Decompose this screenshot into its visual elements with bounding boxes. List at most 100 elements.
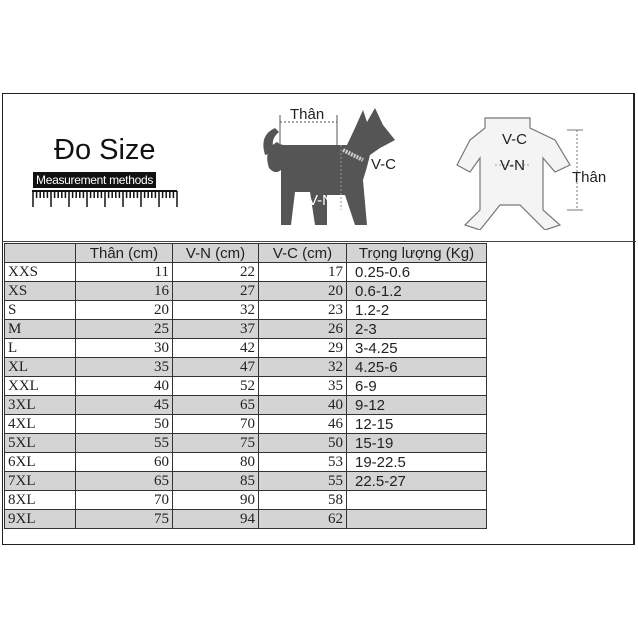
size-cell: XS bbox=[4, 281, 76, 301]
value-cell: 70 bbox=[75, 490, 173, 510]
value-cell: 35 bbox=[258, 376, 347, 396]
size-cell: S bbox=[4, 300, 76, 320]
value-cell: 22.5-27 bbox=[346, 471, 487, 491]
size-cell: 4XL bbox=[4, 414, 76, 434]
value-cell: 90 bbox=[172, 490, 259, 510]
dog-than-label: Thân bbox=[290, 106, 325, 123]
size-chart-frame bbox=[2, 93, 635, 545]
ruler-icon bbox=[32, 190, 178, 207]
size-cell: 5XL bbox=[4, 433, 76, 453]
size-cell: 9XL bbox=[4, 509, 76, 529]
table-row: 7XL 65 85 55 22.5-27 bbox=[4, 471, 487, 491]
table-row: 9XL 75 94 62 bbox=[4, 509, 487, 529]
value-cell: 62 bbox=[258, 509, 347, 529]
value-cell: 40 bbox=[258, 395, 347, 415]
value-cell: 9-12 bbox=[346, 395, 487, 415]
table-row: S 20 32 23 1.2-2 bbox=[4, 300, 487, 320]
value-cell: 0.6-1.2 bbox=[346, 281, 487, 301]
size-cell: M bbox=[4, 319, 76, 339]
value-cell: 0.25-0.6 bbox=[346, 262, 487, 282]
value-cell: 80 bbox=[172, 452, 259, 472]
dog-vc-label: V-C bbox=[371, 156, 397, 173]
table-row: XS 16 27 20 0.6-1.2 bbox=[4, 281, 487, 301]
value-cell: 1.2-2 bbox=[346, 300, 487, 320]
value-cell: 55 bbox=[75, 433, 173, 453]
size-cell: XL bbox=[4, 357, 76, 377]
value-cell: 32 bbox=[172, 300, 259, 320]
size-cell: XXS bbox=[4, 262, 76, 282]
value-cell: 16 bbox=[75, 281, 173, 301]
value-cell: 50 bbox=[258, 433, 347, 453]
table-header-row: Thân (cm) V-N (cm) V-C (cm) Trọng lượng (Kg… bbox=[4, 243, 487, 263]
value-cell: 60 bbox=[75, 452, 173, 472]
value-cell: 65 bbox=[75, 471, 173, 491]
value-cell: 2-3 bbox=[346, 319, 487, 339]
value-cell: 58 bbox=[258, 490, 347, 510]
value-cell: 20 bbox=[258, 281, 347, 301]
value-cell: 22 bbox=[172, 262, 259, 282]
table-row: 5XL 55 75 50 15-19 bbox=[4, 433, 487, 453]
value-cell: 23 bbox=[258, 300, 347, 320]
value-cell: 6-9 bbox=[346, 376, 487, 396]
value-cell: 26 bbox=[258, 319, 347, 339]
value-cell: 42 bbox=[172, 338, 259, 358]
table-row: XXS 11 22 17 0.25-0.6 bbox=[4, 262, 487, 282]
shirt-vn-label: V-N bbox=[500, 157, 526, 174]
value-cell: 19-22.5 bbox=[346, 452, 487, 472]
size-cell: 3XL bbox=[4, 395, 76, 415]
table-row: M 25 37 26 2-3 bbox=[4, 319, 487, 339]
size-cell: L bbox=[4, 338, 76, 358]
value-cell: 35 bbox=[75, 357, 173, 377]
value-cell: 55 bbox=[258, 471, 347, 491]
value-cell: 85 bbox=[172, 471, 259, 491]
value-cell: 27 bbox=[172, 281, 259, 301]
value-cell: 45 bbox=[75, 395, 173, 415]
value-cell: 65 bbox=[172, 395, 259, 415]
subtitle-badge: Measurement methods bbox=[33, 172, 157, 188]
column-header: V-C (cm) bbox=[258, 243, 347, 263]
shirt-than-label: Thân bbox=[572, 169, 607, 186]
size-cell: 7XL bbox=[4, 471, 76, 491]
value-cell: 50 bbox=[75, 414, 173, 434]
value-cell: 17 bbox=[258, 262, 347, 282]
table-row: 3XL 45 65 40 9-12 bbox=[4, 395, 487, 415]
value-cell: 11 bbox=[75, 262, 173, 282]
value-cell: 75 bbox=[75, 509, 173, 529]
dog-illustration bbox=[263, 108, 395, 225]
divider bbox=[2, 241, 636, 242]
value-cell: 3-4.25 bbox=[346, 338, 487, 358]
size-cell: 8XL bbox=[4, 490, 76, 510]
table-row: 6XL 60 80 53 19-22.5 bbox=[4, 452, 487, 472]
value-cell: 20 bbox=[75, 300, 173, 320]
value-cell: 47 bbox=[172, 357, 259, 377]
value-cell: 70 bbox=[172, 414, 259, 434]
value-cell: 37 bbox=[172, 319, 259, 339]
value-cell: 40 bbox=[75, 376, 173, 396]
value-cell: 75 bbox=[172, 433, 259, 453]
dog-vn-label: V-N bbox=[308, 192, 334, 209]
column-header: Trọng lượng (Kg) bbox=[346, 243, 487, 263]
column-header bbox=[4, 243, 76, 263]
table-row: XXL 40 52 35 6-9 bbox=[4, 376, 487, 396]
page-title: Đo Size bbox=[54, 134, 156, 166]
shirt-illustration bbox=[456, 117, 583, 230]
value-cell: 30 bbox=[75, 338, 173, 358]
value-cell: 52 bbox=[172, 376, 259, 396]
value-cell bbox=[346, 490, 487, 510]
column-header: Thân (cm) bbox=[75, 243, 173, 263]
value-cell: 94 bbox=[172, 509, 259, 529]
value-cell: 29 bbox=[258, 338, 347, 358]
value-cell: 46 bbox=[258, 414, 347, 434]
size-cell: 6XL bbox=[4, 452, 76, 472]
shirt-vc-label: V-C bbox=[502, 131, 528, 148]
value-cell: 4.25-6 bbox=[346, 357, 487, 377]
value-cell: 25 bbox=[75, 319, 173, 339]
value-cell: 53 bbox=[258, 452, 347, 472]
size-table: Thân (cm) V-N (cm) V-C (cm) Trọng lượng (Kg… bbox=[4, 243, 487, 529]
table-row: XL 35 47 32 4.25-6 bbox=[4, 357, 487, 377]
value-cell: 12-15 bbox=[346, 414, 487, 434]
table-row: 4XL 50 70 46 12-15 bbox=[4, 414, 487, 434]
value-cell bbox=[346, 509, 487, 529]
table-row: L 30 42 29 3-4.25 bbox=[4, 338, 487, 358]
value-cell: 15-19 bbox=[346, 433, 487, 453]
